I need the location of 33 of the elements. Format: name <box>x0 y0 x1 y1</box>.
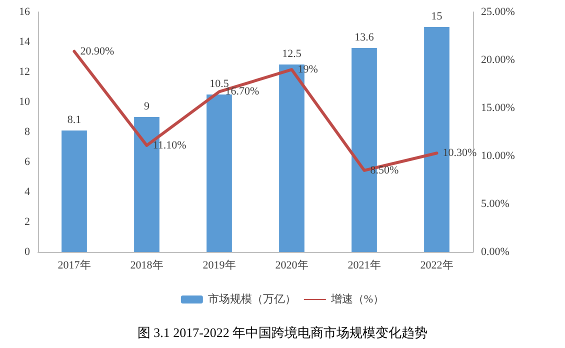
x-tick-label: 2019年 <box>202 260 236 272</box>
y-tick-label: 16 <box>19 6 30 18</box>
y-tick-label: 8 <box>24 126 30 138</box>
data-label: 12.5 <box>282 48 302 60</box>
y-tick-label: 12 <box>19 66 30 78</box>
y2-tick-label: 10.00% <box>481 150 515 162</box>
data-label: 9 <box>144 100 150 112</box>
y2-tick-label: 15.00% <box>481 102 515 114</box>
y2-tick-label: 0.00% <box>481 246 510 258</box>
bar <box>62 130 87 252</box>
x-tick-label: 2018年 <box>130 260 164 272</box>
x-tick-label: 2022年 <box>420 260 454 272</box>
data-label: 15 <box>431 10 443 22</box>
data-label: 20.90% <box>80 45 114 58</box>
bar <box>206 94 232 252</box>
y2-tick-label: 20.00% <box>481 54 515 66</box>
x-tick-label: 2020年 <box>275 260 308 272</box>
legend-label: 增速（%） <box>330 292 384 306</box>
y-tick-label: 0 <box>24 246 30 258</box>
data-label: 16.70% <box>225 86 260 98</box>
y-tick-label: 6 <box>24 156 30 168</box>
y-tick-label: 4 <box>24 186 30 198</box>
data-label: 8.1 <box>67 114 82 126</box>
data-label: 13.6 <box>354 32 374 44</box>
y-tick-label: 14 <box>19 36 30 48</box>
x-tick-label: 2021年 <box>348 260 381 272</box>
legend-label: 市场规模（万亿） <box>208 292 296 306</box>
x-tick-label: 2017年 <box>58 260 91 272</box>
y2-tick-label: 5.00% <box>481 198 510 210</box>
y2-tick-label: 25.00% <box>481 6 515 18</box>
y-tick-label: 2 <box>24 216 30 228</box>
text: 图 3.1 2017-2022 年中国跨境电商市场规模变化趋势 <box>137 325 428 340</box>
y-tick-label: 10 <box>19 96 30 108</box>
